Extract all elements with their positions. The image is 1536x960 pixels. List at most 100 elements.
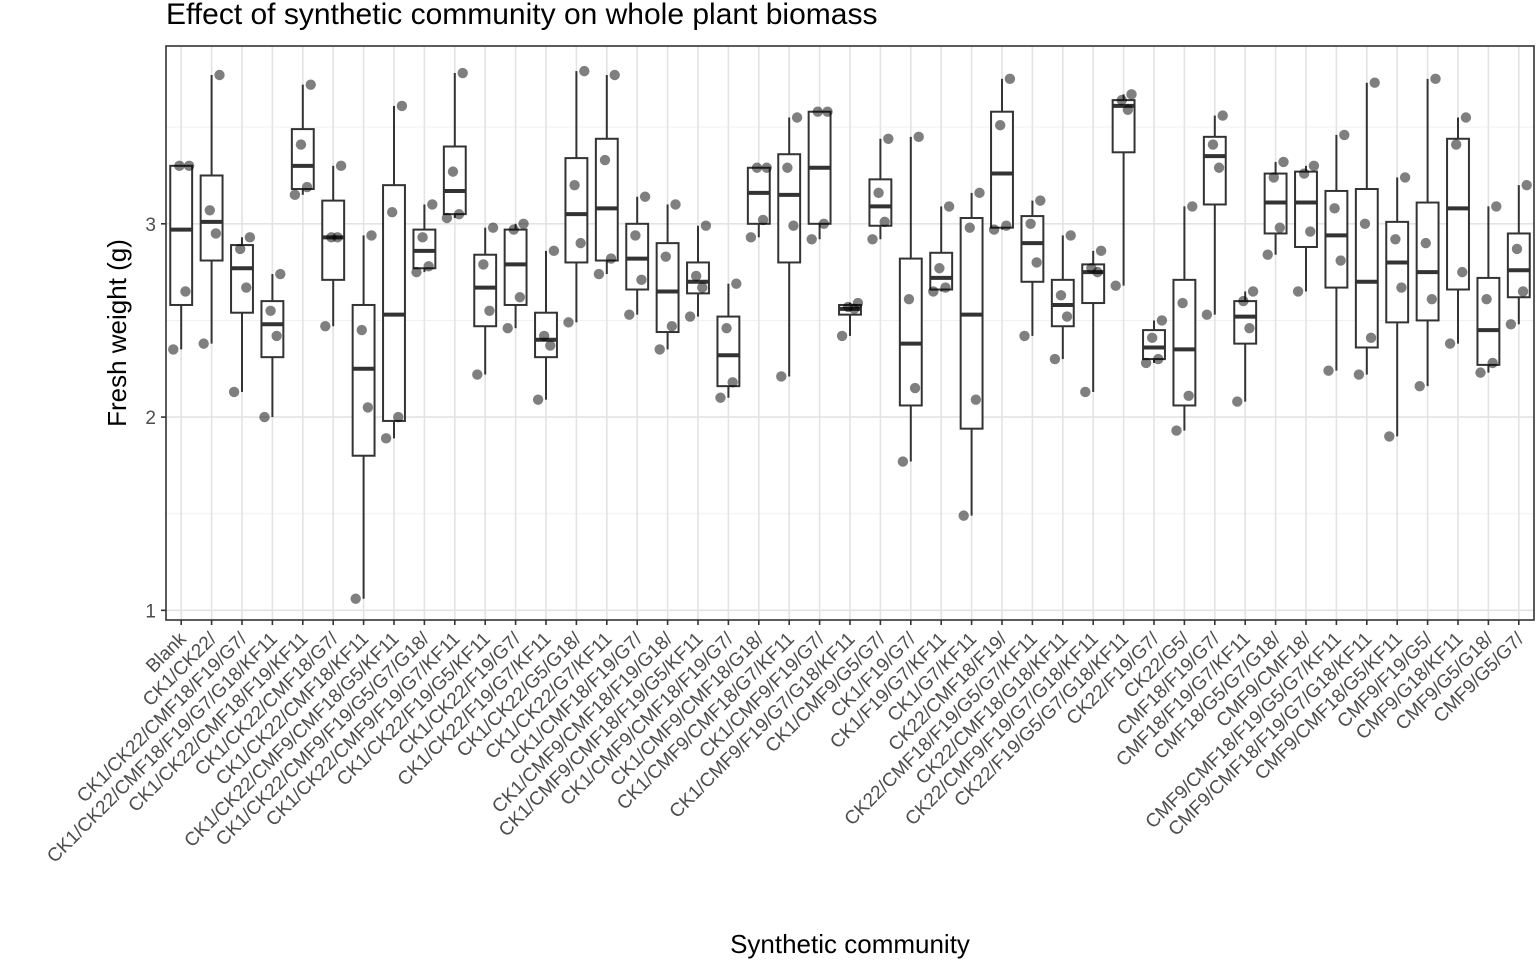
- data-point: [396, 100, 408, 112]
- data-point: [228, 386, 240, 398]
- box-iqr: [1294, 170, 1318, 248]
- data-point: [1359, 218, 1371, 230]
- data-point: [174, 160, 185, 172]
- box-iqr: [1233, 300, 1258, 345]
- data-point: [244, 232, 256, 243]
- data-point: [386, 207, 398, 218]
- data-point: [1298, 168, 1310, 179]
- data-point: [532, 394, 544, 405]
- data-point: [761, 162, 772, 173]
- data-point: [1487, 357, 1498, 369]
- data-point: [1153, 353, 1164, 365]
- data-point: [654, 344, 665, 355]
- data-point: [1086, 263, 1097, 274]
- data-point: [1177, 297, 1188, 309]
- data-point: [1365, 332, 1377, 344]
- data-point: [1110, 280, 1121, 291]
- data-point: [508, 224, 519, 235]
- data-point: [1065, 230, 1076, 241]
- data-point: [289, 189, 301, 201]
- data-point: [776, 371, 787, 382]
- data-point: [335, 160, 347, 172]
- data-point: [180, 286, 191, 297]
- data-point: [1308, 160, 1320, 172]
- box-42: [1415, 78, 1440, 387]
- data-point: [183, 160, 195, 172]
- box-16: [625, 196, 650, 315]
- data-point: [822, 106, 833, 117]
- data-point: [806, 234, 817, 245]
- data-point: [964, 222, 975, 233]
- data-point: [1274, 222, 1286, 233]
- data-point: [487, 222, 499, 233]
- data-point: [1244, 322, 1255, 334]
- data-point: [1420, 237, 1431, 249]
- data-point: [575, 237, 586, 249]
- data-point: [883, 133, 894, 144]
- box-iqr: [1172, 278, 1197, 407]
- data-point: [234, 243, 246, 255]
- box-iqr: [1385, 220, 1410, 324]
- data-point: [684, 311, 696, 322]
- box-iqr: [199, 174, 224, 262]
- data-point: [320, 321, 331, 332]
- data-point: [988, 224, 1000, 235]
- data-point: [605, 253, 617, 264]
- data-point: [609, 69, 620, 81]
- data-point: [545, 340, 556, 351]
- box-17: [655, 204, 680, 350]
- data-point: [1238, 295, 1249, 307]
- data-point: [788, 220, 799, 231]
- data-point: [660, 251, 671, 262]
- data-point: [538, 330, 550, 342]
- data-point: [639, 191, 651, 202]
- box-2: [199, 74, 224, 344]
- data-point: [630, 230, 641, 241]
- data-point: [1491, 201, 1502, 212]
- data-point: [1201, 309, 1213, 320]
- box-34: [1172, 206, 1197, 431]
- chart-title: Effect of synthetic community on whole p…: [166, 0, 877, 31]
- box-iqr: [1446, 137, 1470, 291]
- box-36: [1233, 291, 1258, 402]
- data-point: [411, 266, 422, 278]
- data-point: [994, 120, 1006, 131]
- data-point: [970, 394, 982, 405]
- data-point: [214, 69, 225, 81]
- data-point: [697, 282, 708, 293]
- data-point: [393, 411, 404, 423]
- data-point: [295, 139, 307, 150]
- data-point: [913, 131, 924, 143]
- data-point: [350, 593, 361, 604]
- data-point: [326, 232, 337, 243]
- data-point: [1268, 172, 1279, 183]
- data-point: [1323, 365, 1334, 376]
- data-point: [782, 162, 793, 173]
- data-point: [1055, 290, 1067, 301]
- box-iqr: [169, 164, 194, 306]
- box-27: [959, 192, 984, 516]
- data-point: [1001, 220, 1012, 231]
- data-point: [1095, 245, 1107, 257]
- box-iqr: [1415, 201, 1440, 322]
- data-point: [518, 218, 529, 230]
- data-point: [636, 274, 647, 286]
- data-point: [842, 301, 854, 313]
- data-point: [1292, 286, 1304, 297]
- data-point: [727, 377, 738, 388]
- data-point: [1213, 162, 1225, 173]
- box-7: [351, 235, 376, 599]
- data-point: [666, 321, 678, 332]
- data-point: [1339, 129, 1350, 141]
- data-point: [715, 392, 726, 403]
- box-8: [382, 105, 406, 439]
- data-point: [1019, 330, 1030, 342]
- y-tick-label: 1: [145, 601, 156, 622]
- data-point: [879, 216, 890, 228]
- data-point: [1140, 357, 1152, 369]
- data-point: [1414, 380, 1425, 392]
- box-25: [898, 136, 923, 462]
- y-axis-title: Fresh weight (g): [102, 239, 132, 427]
- data-point: [356, 324, 367, 336]
- data-point: [1399, 172, 1411, 183]
